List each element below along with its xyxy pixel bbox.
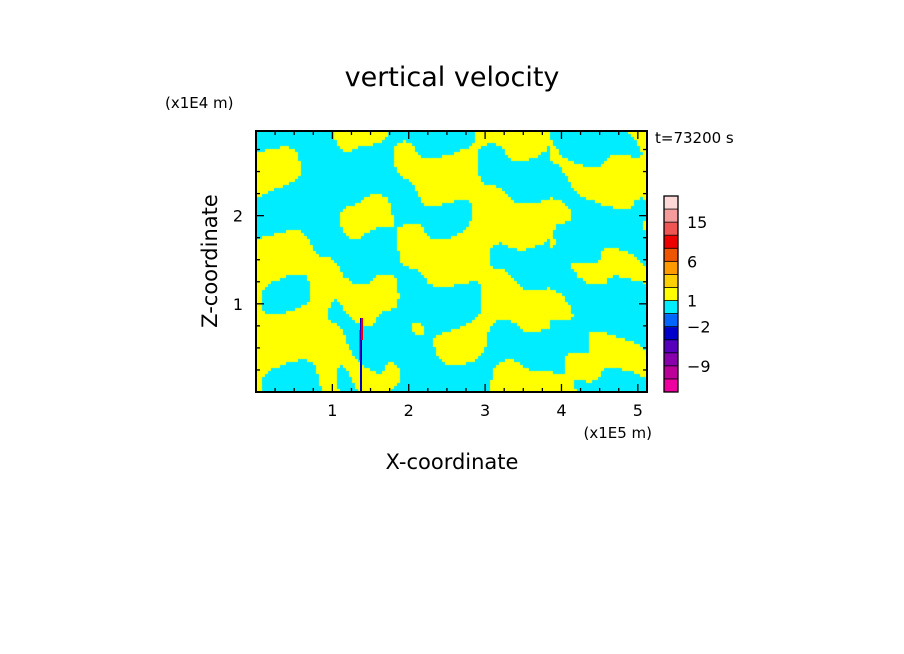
colorbar-label: 15 [687,213,707,232]
colorbar-swatch [664,365,678,380]
y-tick-label: 1 [233,295,243,314]
axes: 1 2 3 4 5 1 2 [233,131,647,420]
colorbar-swatch [664,287,678,302]
chart-title: vertical velocity [345,62,560,93]
x-tick-label: 1 [327,401,337,420]
x-tick-label: 2 [404,401,414,420]
colorbar-swatch [664,300,678,315]
colorbar: −9 −2 1 6 15 [663,195,711,393]
colorbar-swatch [664,209,678,223]
x-tick-label: 5 [633,401,643,420]
colorbar-swatch [664,235,678,249]
colorbar-swatch [664,313,678,328]
positive-region [256,131,647,392]
velocity-field [256,131,647,392]
colorbar-swatch [664,274,678,288]
y-tick-label: 2 [233,207,243,226]
colorbar-label: 1 [687,292,697,311]
x-tick-label: 3 [480,401,490,420]
colorbar-swatch [664,339,678,354]
colorbar-swatch [664,261,678,275]
x-unit-label: (x1E5 m) [583,424,652,442]
colorbar-swatch [664,326,678,341]
colorbar-swatch [664,352,678,367]
x-tick-label: 4 [556,401,566,420]
time-label: t=73200 s [655,129,734,147]
y-axis-label: Z-coordinate [198,194,222,328]
plot-frame [255,130,648,393]
plot-area [256,131,647,392]
x-axis-label: X-coordinate [386,450,519,474]
colorbar-frame [663,195,679,393]
colorbar-label: −2 [687,318,711,337]
colorbar-swatch [664,248,678,262]
colorbar-label: −9 [687,357,711,376]
colorbar-swatch [664,196,678,210]
colorbar-label: 6 [687,252,697,271]
y-unit-label: (x1E4 m) [165,94,234,112]
colorbar-swatch [664,378,678,393]
colorbar-swatch [664,222,678,236]
mountain-peak-marker [359,318,363,392]
